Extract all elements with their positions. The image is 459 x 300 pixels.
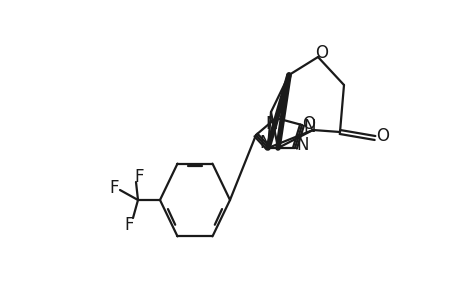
Text: N: N <box>259 134 272 152</box>
Text: N: N <box>296 136 308 154</box>
Text: F: F <box>124 216 134 234</box>
Text: O: O <box>375 127 389 145</box>
Text: N: N <box>303 118 316 136</box>
Text: O: O <box>315 44 328 62</box>
Text: F: F <box>109 179 118 197</box>
Text: N: N <box>265 115 278 133</box>
Text: O: O <box>302 115 315 133</box>
Text: F: F <box>134 168 143 186</box>
